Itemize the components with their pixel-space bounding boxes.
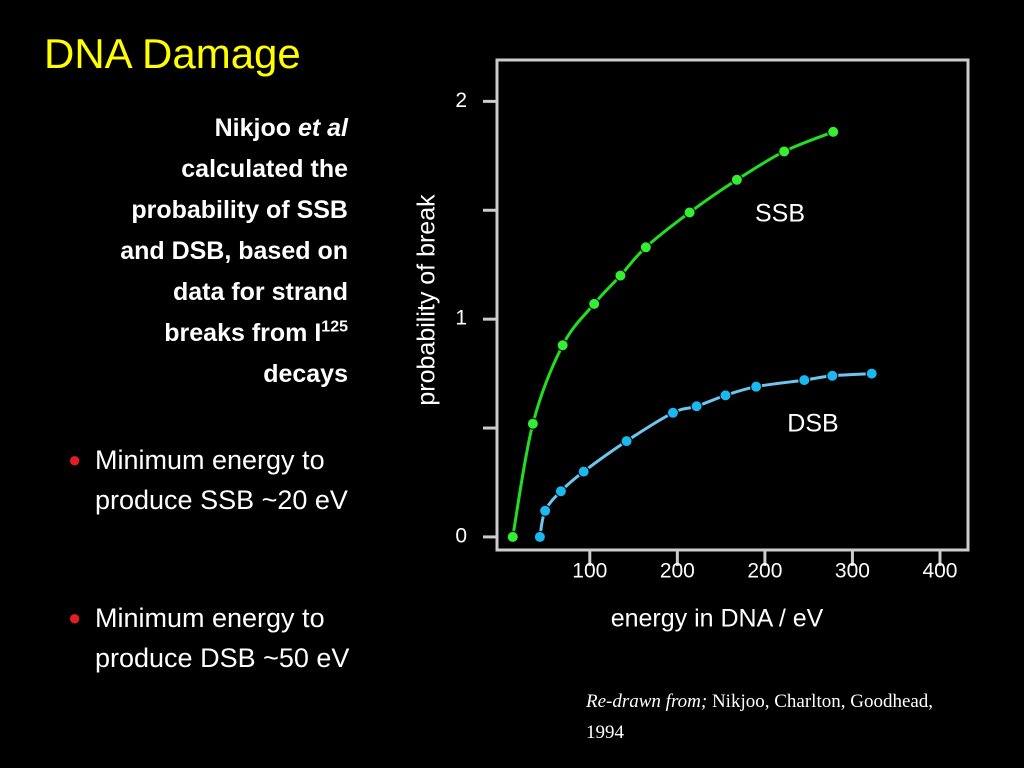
plot-frame [495,58,970,552]
data-point [798,374,811,387]
bullet-item: ● Minimum energy to produce DSB ~50 eV [68,598,358,678]
bullet-text: Minimum energy to produce SSB ~20 eV [95,445,348,515]
intro-line: decays [263,360,348,388]
intro-line: breaks from I [164,319,322,347]
x-axis-label: energy in DNA / eV [611,605,824,633]
bullet-dot: ● [68,447,82,472]
data-point [588,297,601,310]
intro-line: and DSB, based on [120,237,348,265]
intro-line: calculated the [181,155,348,183]
data-point [690,400,703,413]
series-name: DSB [787,410,838,438]
citation: Re-drawn from; Nikjoo, Charlton, Goodhea… [586,686,966,748]
bullet-dot: ● [68,605,82,630]
y-tick-label: 1 [455,307,467,330]
data-point [539,504,552,517]
data-point [730,173,743,186]
data-point [666,406,679,419]
data-point [750,380,763,393]
data-point [719,389,732,402]
series-line [511,130,834,538]
data-point [556,339,569,352]
data-point [577,465,590,478]
intro-line: probability of SSB [131,196,348,224]
data-point [614,269,627,282]
data-point [827,125,840,138]
x-tick-label: 300 [835,560,870,583]
data-point [639,241,652,254]
superscript: 125 [321,318,348,336]
data-point [533,530,546,543]
y-tick-label: 2 [455,89,467,112]
x-tick-label: 100 [572,560,607,583]
x-tick-label: 200 [660,560,695,583]
series-line [538,372,872,538]
data-point [865,367,878,380]
data-point [506,530,519,543]
data-point [554,485,567,498]
author: Nikjoo [214,114,292,142]
data-point [826,369,839,382]
bullet-text: Minimum energy to produce DSB ~50 eV [95,603,350,673]
series-name: SSB [755,200,805,228]
citation-prefix: Re-drawn from; [586,691,708,712]
data-point [526,417,539,430]
data-point [683,206,696,219]
y-axis-label: probability of break [413,194,441,406]
data-point [778,145,791,158]
x-tick-label: 200 [747,560,782,583]
author-suffix: et al [297,114,348,142]
intro-line: data for strand [172,278,348,306]
bullet-item: ● Minimum energy to produce SSB ~20 eV [68,440,358,520]
data-point [620,435,633,448]
x-tick-label: 400 [922,560,957,583]
slide-title: DNA Damage [44,30,301,77]
y-tick-label: 0 [455,524,467,547]
citation-text: Nikjoo, Charlton, Goodhead, 1994 [586,691,934,743]
intro-text: Nikjoo et al calculated the probability … [20,108,348,395]
